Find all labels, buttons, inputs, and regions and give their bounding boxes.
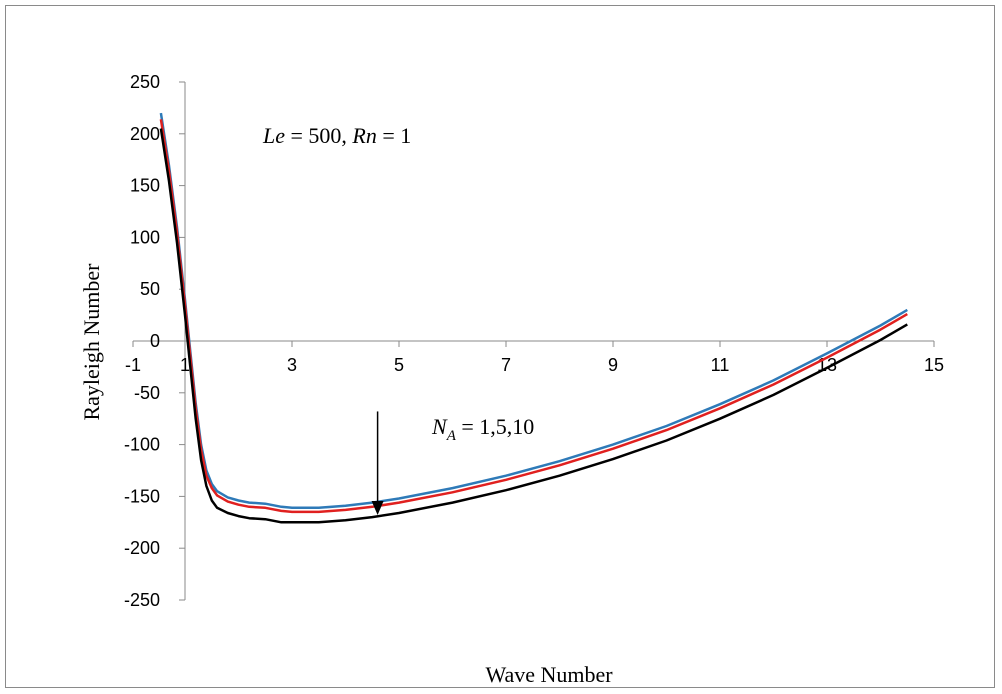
y-tick-label: -200 (124, 538, 160, 558)
x-tick-label: 5 (394, 355, 404, 375)
params-annotation: Le = 500, Rn = 1 (262, 123, 411, 148)
y-tick-label: 100 (130, 227, 160, 247)
x-ticks: -1 1 3 5 7 9 11 13 15 (125, 341, 944, 375)
x-tick-label: 9 (608, 355, 618, 375)
y-tick-label: 50 (140, 279, 160, 299)
y-tick-label: -150 (124, 486, 160, 506)
chart-frame (5, 5, 995, 688)
param-le-symbol: Le (262, 123, 285, 148)
series-line-1 (159, 112, 908, 510)
series-line-3 (159, 128, 908, 524)
y-tick-label: 0 (150, 331, 160, 351)
na-values: = 1,5,10 (456, 414, 534, 439)
na-arrow (371, 411, 384, 516)
y-tick-label: 150 (130, 176, 160, 196)
param-rn-symbol: Rn (351, 123, 376, 148)
param-rn-value: = 1 (377, 123, 411, 148)
x-tick-label: 7 (501, 355, 511, 375)
y-tick-label: 200 (130, 124, 160, 144)
y-axis-title: Rayleigh Number (79, 263, 104, 421)
series-line-2 (159, 119, 908, 514)
axes (133, 82, 934, 600)
y-tick-label: -100 (124, 435, 160, 455)
x-tick-label: 3 (287, 355, 297, 375)
x-tick-label: 11 (711, 355, 730, 375)
series-layer (159, 112, 908, 524)
x-tick-label: -1 (125, 355, 141, 375)
x-axis-title: Wave Number (485, 662, 613, 687)
param-le-value: = 500, (285, 123, 352, 148)
na-annotation: NA = 1,5,10 (431, 414, 534, 444)
y-tick-label: 250 (130, 72, 160, 92)
na-arrow-head (371, 501, 384, 516)
na-symbol: N (431, 414, 448, 439)
y-tick-label: -50 (134, 383, 160, 403)
y-tick-label: -250 (124, 590, 160, 610)
y-ticks: 250 200 150 100 50 0 -50 -100 -150 -200 -250 (124, 72, 185, 610)
na-subscript: A (446, 428, 457, 444)
x-tick-label: 15 (924, 355, 944, 375)
x-tick-label: 1 (180, 355, 190, 375)
